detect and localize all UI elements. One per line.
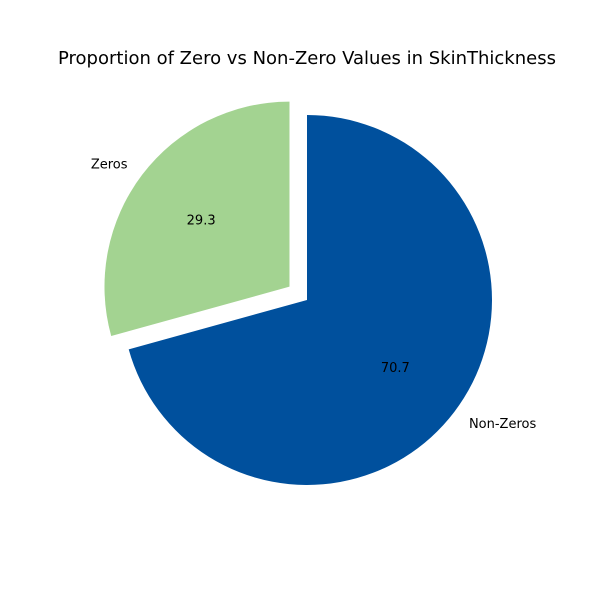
pie-slice-non-zeros: [128, 115, 493, 485]
pie-slices: [104, 101, 493, 485]
chart-title: Proportion of Zero vs Non-Zero Values in…: [58, 48, 556, 69]
slice-label-zeros: Zeros: [91, 157, 128, 172]
pie-slice-zeros: [104, 101, 290, 337]
slice-label-non-zeros: Non-Zeros: [469, 417, 537, 432]
slice-percent-zeros: 29.3: [187, 213, 216, 228]
slice-percent-non-zeros: 70.7: [381, 361, 410, 376]
pie-labels: Zeros 29.3 Non-Zeros 70.7: [91, 157, 537, 432]
